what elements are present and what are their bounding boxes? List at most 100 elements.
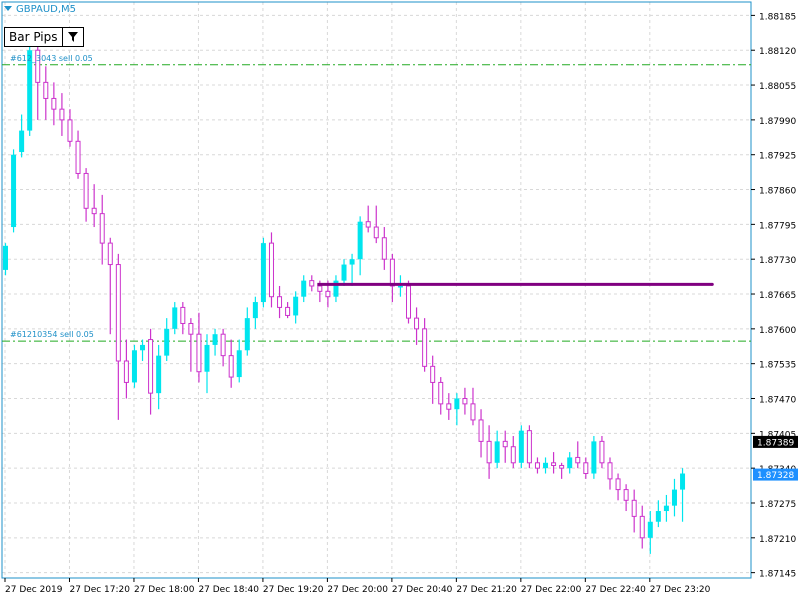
candle-body	[123, 360, 129, 383]
y-tick-label: 1.87470	[759, 396, 796, 406]
candle-body	[655, 511, 661, 522]
candle	[599, 436, 605, 469]
candle	[422, 318, 428, 372]
candle-body	[373, 226, 379, 239]
candle-body	[446, 403, 452, 410]
order-label-2: #61210354 sell 0.05	[10, 330, 94, 340]
candle-body	[75, 140, 81, 174]
price-tag-bg	[753, 435, 798, 448]
candle	[180, 302, 186, 335]
candle	[389, 253, 395, 303]
price-tag: 1.87389	[753, 435, 798, 448]
candle	[680, 468, 686, 522]
candle	[551, 452, 557, 474]
candle	[357, 216, 363, 276]
candle-body	[277, 296, 283, 308]
candle	[156, 344, 162, 410]
candle-body	[470, 403, 476, 421]
price-tag-label: 1.87389	[757, 438, 794, 448]
candle-body	[406, 285, 411, 319]
candle-body	[309, 280, 315, 287]
candle	[11, 149, 17, 233]
chart-grid	[2, 2, 751, 578]
y-tick-label: 1.87405	[759, 430, 796, 440]
candle	[43, 66, 49, 120]
candle-body	[502, 440, 508, 448]
candle-body	[365, 221, 371, 228]
candle	[277, 285, 283, 319]
y-tick-label: 1.87665	[759, 291, 796, 301]
candle-body	[430, 365, 436, 383]
candle-body	[43, 81, 49, 99]
candle	[91, 184, 97, 228]
candle	[83, 168, 89, 222]
candle	[494, 430, 500, 469]
candle-body	[11, 154, 17, 228]
candle	[27, 39, 33, 136]
candle	[59, 93, 65, 136]
candle	[607, 457, 613, 490]
level-line-group[interactable]	[317, 282, 714, 286]
candle-body	[534, 462, 540, 469]
y-tick-label: 1.87990	[759, 117, 796, 127]
candle	[631, 489, 637, 533]
candle-body	[349, 259, 355, 265]
candle-body	[671, 489, 677, 506]
candle-body	[639, 515, 645, 539]
x-tick-label: 27 Dec 23:20	[650, 585, 711, 595]
candle	[462, 387, 468, 415]
candle-body	[285, 306, 291, 316]
candle	[414, 307, 420, 345]
candle	[470, 387, 476, 426]
candle	[559, 462, 565, 479]
price-tag: 1.87328	[753, 468, 798, 481]
filter-button[interactable]	[62, 27, 84, 47]
candle-body	[164, 328, 170, 356]
candle-body	[99, 213, 105, 244]
candle	[534, 457, 540, 474]
candle	[252, 296, 258, 329]
candle	[309, 275, 315, 292]
candle-body	[607, 462, 613, 480]
candle	[655, 500, 661, 528]
candle-body	[680, 473, 686, 490]
candle	[446, 393, 452, 420]
candle-body	[599, 440, 605, 464]
x-tick-label: 27 Dec 19:20	[263, 585, 324, 595]
candle	[518, 425, 524, 469]
candle-body	[454, 398, 460, 410]
current-price-tags: 1.87389 1.87328	[753, 435, 798, 481]
candle	[510, 436, 516, 469]
candle-body	[260, 243, 266, 303]
y-tick-label: 1.87600	[759, 326, 796, 336]
candle	[671, 478, 677, 517]
candle-body	[244, 318, 250, 351]
candle	[19, 114, 25, 158]
candle	[486, 425, 492, 479]
candle	[236, 339, 242, 383]
candle-body	[623, 489, 629, 501]
candle	[268, 232, 274, 308]
candle	[220, 328, 226, 367]
candle-body	[19, 130, 25, 153]
candle	[591, 436, 597, 479]
candle	[140, 339, 146, 361]
candle	[123, 339, 129, 399]
candle	[3, 243, 8, 276]
candle	[430, 355, 436, 404]
candle-body	[462, 398, 468, 405]
candle	[148, 328, 154, 415]
bar-pips-button[interactable]: Bar Pips	[4, 27, 63, 47]
time-axis: 27 Dec 2019 27 Dec 17:20 27 Dec 18:00 27 De…	[4, 578, 711, 595]
price-axis: 1.871451.872101.872751.873401.874051.874…	[751, 12, 796, 580]
y-tick-label: 1.87210	[759, 535, 796, 545]
candle-body	[357, 221, 363, 260]
candle-body	[196, 333, 202, 373]
candle-body	[156, 355, 162, 394]
candle-body	[414, 317, 420, 330]
candle-body	[301, 280, 307, 297]
candle-body	[131, 350, 137, 383]
candle-body	[35, 49, 41, 83]
collapse-triangle-icon[interactable]	[4, 6, 12, 11]
